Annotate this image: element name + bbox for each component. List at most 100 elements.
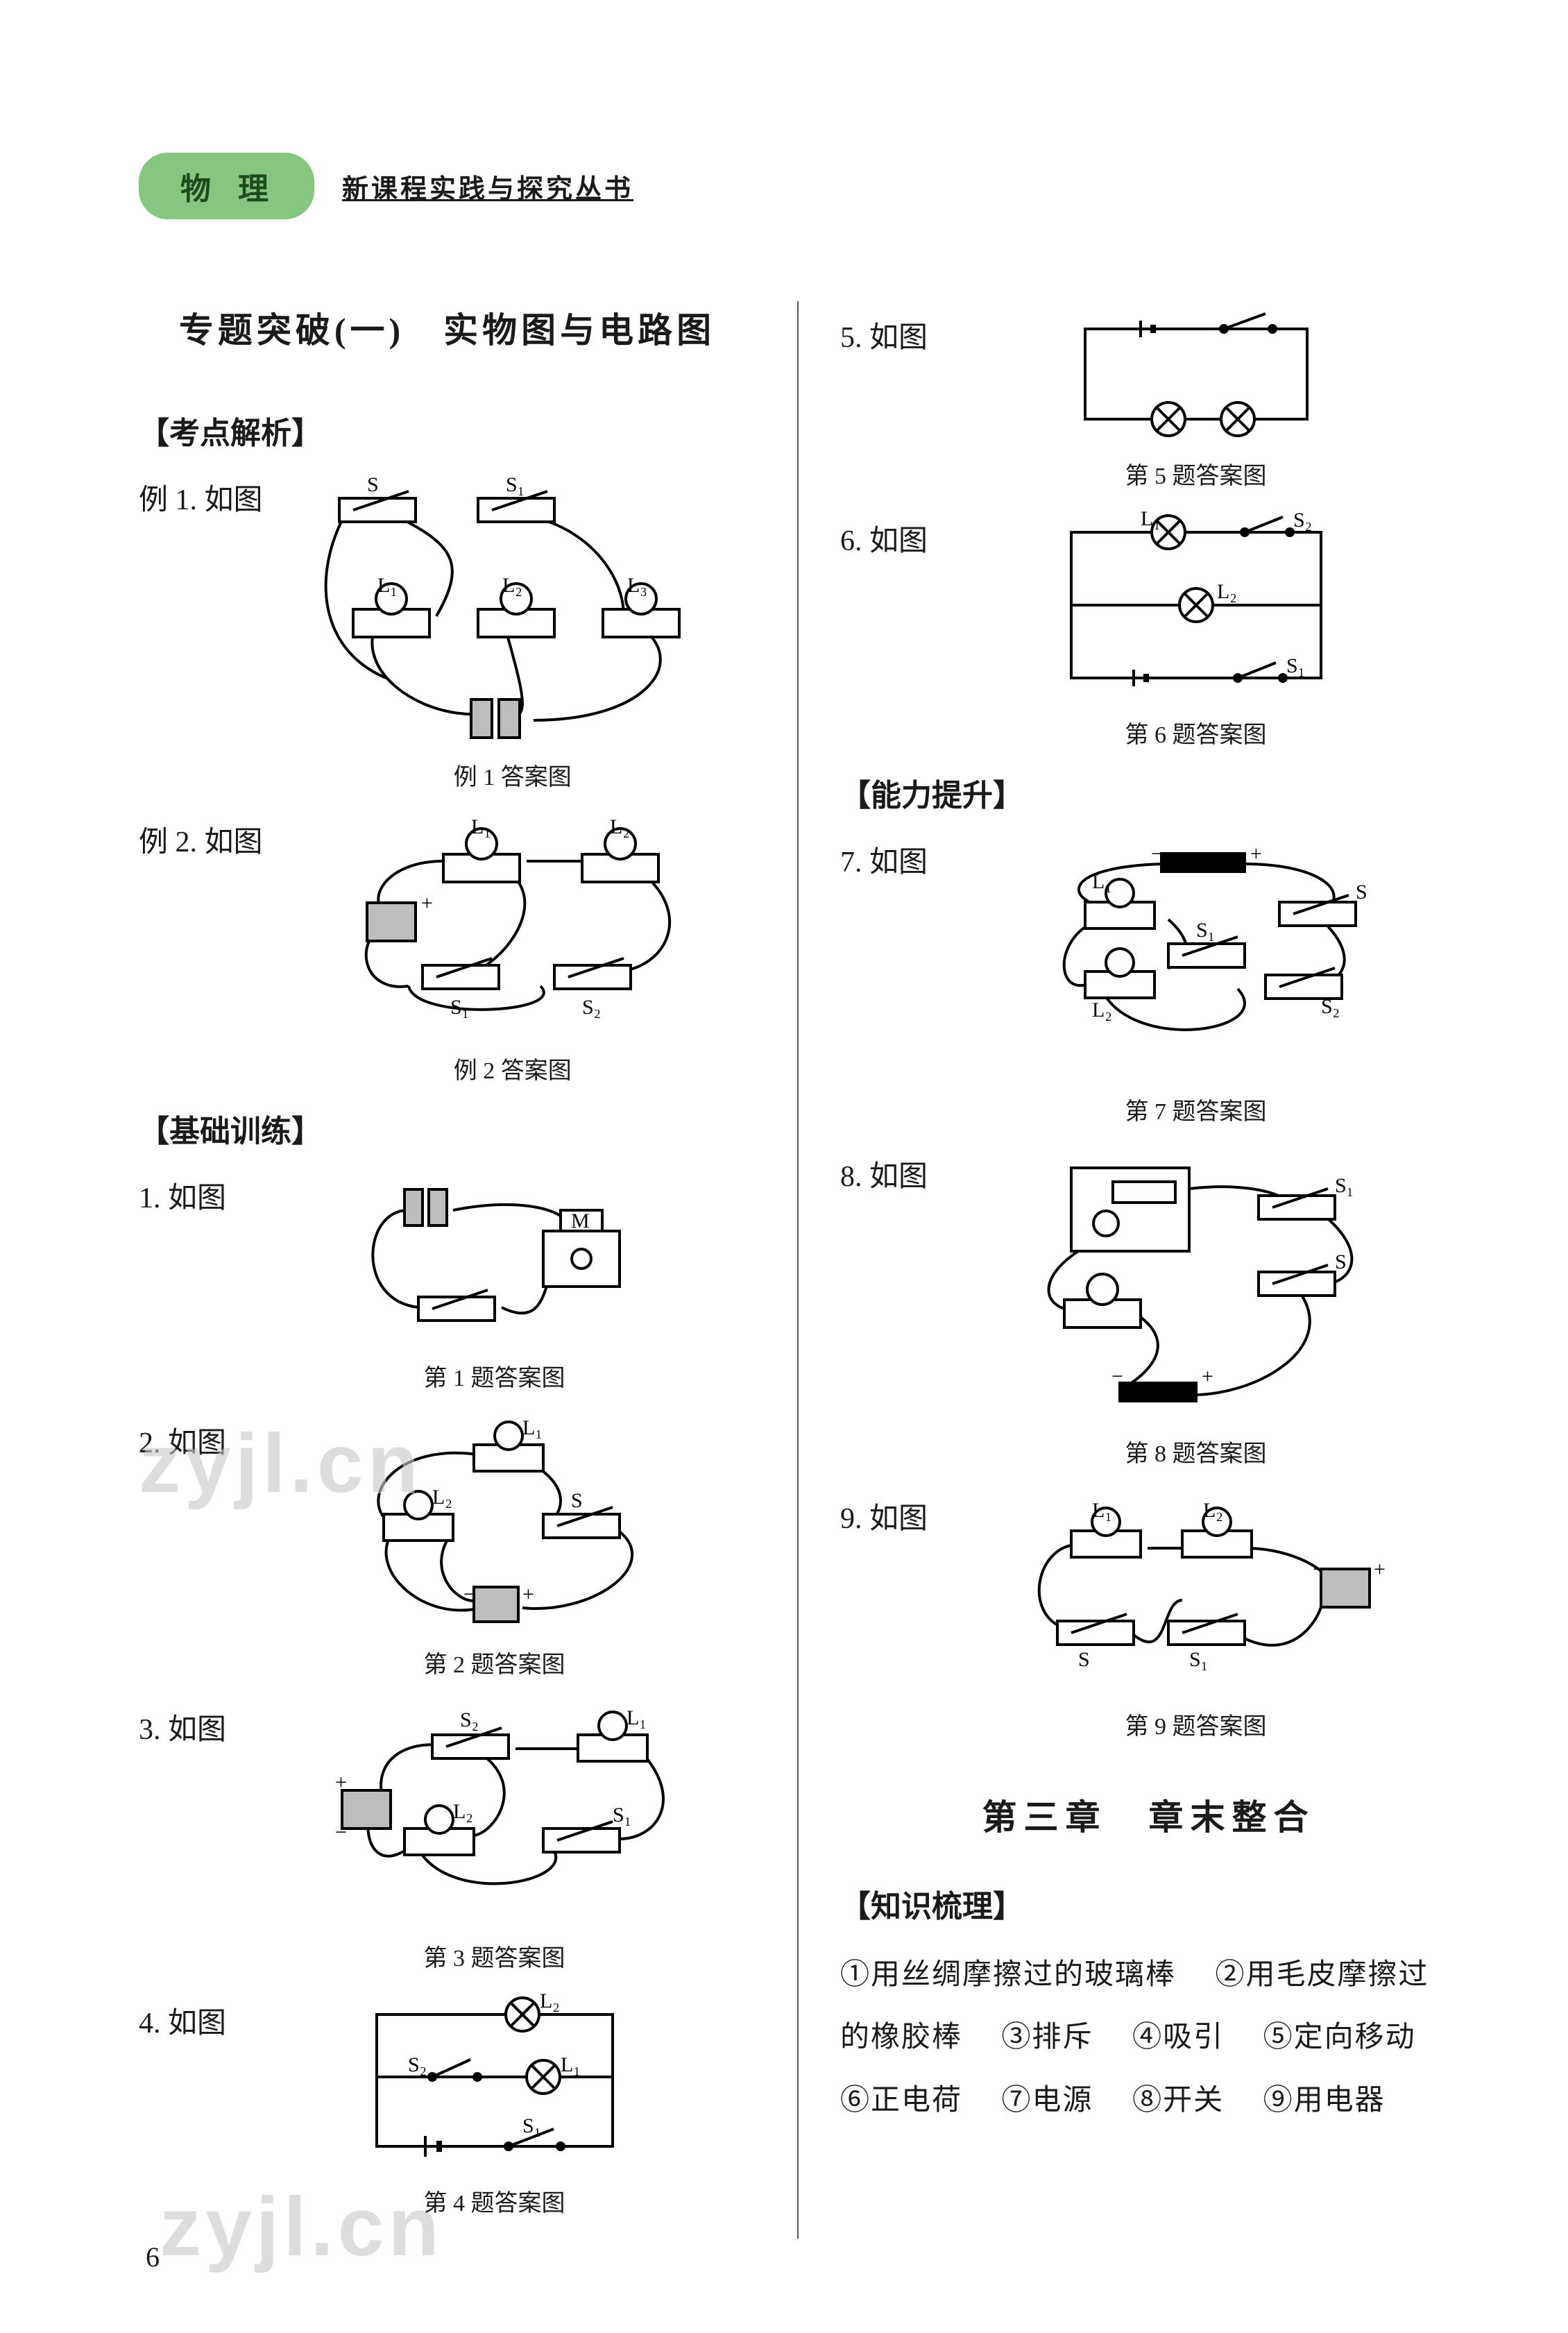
question-6-label: 6. 如图	[840, 511, 928, 559]
label-plus: +	[335, 1771, 347, 1794]
question-5-label: 5. 如图	[840, 308, 928, 356]
question-2-label: 2. 如图	[139, 1414, 226, 1461]
question-1: 1. 如图	[139, 1169, 756, 1393]
example-2-figure: L₁ L₂ S₁ S₂ +	[318, 813, 707, 1042]
label-plus: +	[522, 1583, 534, 1606]
label-S2: S₂	[1321, 995, 1340, 1018]
question-7-caption: 第 7 题答案图	[1125, 1092, 1267, 1126]
question-7: 7. 如图	[840, 833, 1457, 1126]
example-1-figure: S S₁ L₁ L₂ L₃	[298, 470, 728, 748]
question-9-figure: L₁ L₂ S S₁ − +	[988, 1489, 1404, 1697]
label-S2: S₂	[582, 996, 601, 1019]
question-4-caption: 第 4 题答案图	[424, 2184, 565, 2218]
question-8-label: 8. 如图	[840, 1147, 928, 1195]
label-L2: L₂	[540, 1994, 560, 2012]
label-plus: +	[1374, 1558, 1386, 1581]
label-L2: L₂	[1203, 1499, 1223, 1522]
label-S: S	[1356, 881, 1367, 903]
question-1-caption: 第 1 题答案图	[424, 1359, 565, 1393]
label-L1: L₁	[1092, 1499, 1112, 1522]
question-9-caption: 第 9 题答案图	[1125, 1707, 1267, 1741]
question-1-figure: M	[342, 1169, 647, 1349]
question-5-figure	[1057, 308, 1335, 447]
label-L1: L₁	[522, 1416, 543, 1439]
label-S1: S₁	[1196, 919, 1215, 942]
subject-pill: 物 理	[139, 153, 314, 219]
blank-1: ①用丝绸摩擦过的玻璃棒	[840, 1959, 1176, 1991]
label-S2: S₂	[1293, 511, 1312, 532]
label-L2: L₂	[1092, 999, 1112, 1021]
label-L1: L₁	[1141, 511, 1161, 530]
blank-2a: ②用毛皮摩擦过	[1216, 1959, 1429, 1991]
two-column-layout: 专题突破(一) 实物图与电路图 【考点解析】 例 1. 如图	[139, 296, 1457, 2239]
label-minus: −	[335, 1821, 347, 1844]
question-2-figure: L₁ L₂ S − +	[314, 1414, 675, 1636]
question-6: 6. 如图	[840, 511, 1457, 749]
label-M: M	[571, 1210, 590, 1232]
chapter-title: 第三章 章末整合	[840, 1790, 1457, 1840]
label-L1: L₁	[377, 574, 398, 597]
label-S1: S₁	[1286, 654, 1305, 677]
question-5: 5. 如图	[840, 308, 1457, 491]
example-2: 例 2. 如图	[139, 813, 756, 1085]
section-heading-ability: 【能力提升】	[840, 770, 1457, 815]
label-L2: L₂	[502, 574, 522, 597]
question-3-caption: 第 3 题答案图	[424, 1939, 565, 1973]
label-plus: +	[1202, 1365, 1213, 1388]
series-title: 新课程实践与探究丛书	[342, 167, 633, 205]
blank-7: ⑦电源	[1002, 2085, 1093, 2116]
label-S1: S₁	[613, 1804, 631, 1826]
question-6-caption: 第 6 题答案图	[1125, 715, 1267, 749]
label-S1: S₁	[450, 996, 469, 1019]
question-5-caption: 第 5 题答案图	[1125, 457, 1267, 491]
question-3-label: 3. 如图	[139, 1700, 226, 1748]
blank-8: ⑧开关	[1132, 2085, 1224, 2116]
label-L2: L₂	[453, 1800, 473, 1823]
question-8: 8. 如图	[840, 1147, 1457, 1468]
question-7-label: 7. 如图	[840, 833, 928, 881]
right-column: 5. 如图	[799, 296, 1457, 2239]
example-1-caption: 例 1 答案图	[454, 758, 572, 792]
label-S: S	[367, 473, 379, 496]
label-minus: −	[1111, 1365, 1123, 1388]
example-2-label: 例 2. 如图	[139, 813, 263, 860]
question-4-figure: L₂ L₁ S₂ S₁	[349, 1994, 640, 2174]
question-2: 2. 如图	[139, 1414, 756, 1679]
example-1: 例 1. 如图	[139, 470, 756, 792]
page-number: 6	[146, 2241, 160, 2273]
blank-6: ⑥正电荷	[840, 2085, 962, 2116]
question-7-figure: L₁ S S₁ L₂ S₂ − +	[988, 833, 1404, 1083]
label-L1: L₁	[627, 1706, 647, 1729]
label-S2: S₂	[408, 2053, 427, 2076]
label-S: S	[571, 1489, 583, 1512]
question-9-label: 9. 如图	[840, 1489, 928, 1537]
section-heading-knowledge: 【知识梳理】	[840, 1881, 1457, 1926]
label-L2: L₂	[610, 815, 630, 838]
question-6-figure: L₁ S₂ L₂ S₁	[1043, 511, 1349, 706]
question-8-figure: S₁ S − +	[995, 1147, 1397, 1425]
page: 物 理 新课程实践与探究丛书 专题突破(一) 实物图与电路图 【考点解析】 例 …	[0, 0, 1568, 2333]
blank-4: ④吸引	[1132, 2021, 1224, 2053]
label-plus: +	[1250, 842, 1262, 865]
example-2-caption: 例 2 答案图	[454, 1051, 572, 1085]
label-L1: L₁	[1092, 870, 1112, 893]
label-S: S	[1335, 1250, 1347, 1273]
label-L1: L₁	[471, 815, 491, 838]
label-S1: S₁	[1189, 1648, 1208, 1671]
label-L2: L₂	[1217, 580, 1237, 603]
example-1-label: 例 1. 如图	[139, 470, 263, 518]
label-S2: S₂	[460, 1708, 479, 1731]
page-header: 物 理 新课程实践与探究丛书	[139, 153, 1457, 219]
label-L2: L₂	[432, 1486, 452, 1509]
question-2-caption: 第 2 题答案图	[424, 1645, 565, 1679]
blank-2b: 的橡胶棒	[840, 2021, 962, 2053]
blank-5: ⑤定向移动	[1263, 2021, 1416, 2053]
label-S1: S₁	[1335, 1174, 1354, 1197]
topic-title: 专题突破(一) 实物图与电路图	[139, 303, 756, 353]
label-minus: −	[1313, 1558, 1324, 1581]
label-S1: S₁	[522, 2114, 541, 2137]
label-minus: −	[463, 1583, 475, 1606]
label-S1: S₁	[506, 473, 525, 496]
question-3: 3. 如图	[139, 1700, 756, 1973]
label-minus: −	[1151, 842, 1163, 865]
